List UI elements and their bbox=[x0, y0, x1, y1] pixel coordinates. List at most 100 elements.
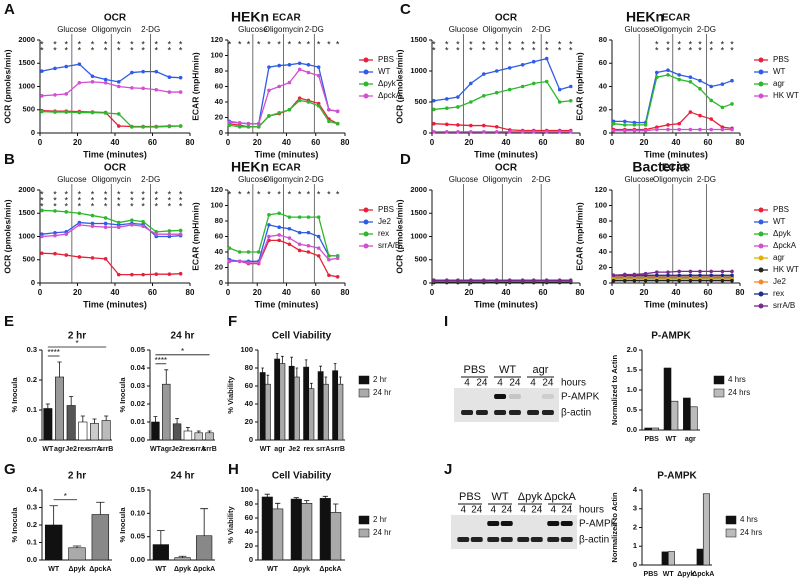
x-tick-label: Je2 bbox=[171, 446, 183, 453]
point bbox=[666, 270, 670, 274]
event-label: Oligomycin bbox=[91, 175, 131, 184]
point bbox=[257, 250, 261, 254]
error-bar bbox=[290, 357, 293, 366]
point bbox=[130, 218, 134, 222]
point bbox=[677, 73, 681, 77]
significance-star: * bbox=[238, 189, 242, 199]
x-tick-label: 20 bbox=[253, 138, 262, 147]
y-tick-label: 2 bbox=[633, 522, 637, 531]
panel-heading: HEKn bbox=[626, 9, 664, 25]
point bbox=[288, 63, 292, 67]
point bbox=[267, 213, 271, 217]
y-axis-title: ECAR (mpH/min) bbox=[574, 202, 584, 271]
panel-label: A bbox=[4, 1, 15, 18]
x-tick-label: agr bbox=[274, 446, 285, 453]
point bbox=[336, 110, 340, 114]
y-tick-label: 1 bbox=[633, 541, 637, 550]
x-axis-title: Time (minutes) bbox=[644, 299, 708, 309]
error-bar bbox=[276, 354, 279, 359]
bar bbox=[69, 548, 86, 560]
point bbox=[655, 270, 659, 274]
point bbox=[698, 128, 702, 132]
y-tick-label: 40 bbox=[599, 247, 607, 256]
point bbox=[612, 279, 616, 283]
point bbox=[238, 260, 242, 264]
legend-label: agr bbox=[773, 79, 785, 88]
legend-label: 24 hr bbox=[373, 388, 392, 397]
bar bbox=[320, 498, 330, 560]
chart-title: P-AMPK bbox=[657, 471, 697, 482]
y-tick-label: 80 bbox=[245, 499, 253, 508]
x-tick-label: WT bbox=[663, 571, 675, 578]
y-tick-label: 0 bbox=[633, 560, 637, 569]
point bbox=[53, 93, 57, 97]
legend-label: 4 hrs bbox=[728, 375, 746, 384]
significance-star: * bbox=[64, 201, 68, 211]
hour-label: 4 bbox=[530, 378, 536, 389]
band bbox=[487, 537, 499, 542]
band-label: β-actin bbox=[579, 535, 609, 546]
legend-swatch bbox=[359, 389, 369, 397]
y-tick-label: 80 bbox=[215, 66, 223, 75]
point bbox=[644, 272, 648, 276]
point bbox=[698, 270, 702, 274]
point bbox=[482, 278, 486, 282]
x-tick-label: srrB bbox=[99, 446, 113, 453]
point bbox=[91, 224, 95, 228]
significance-star: * bbox=[288, 39, 292, 49]
error-bar bbox=[46, 404, 50, 409]
band-label: P-AMPK bbox=[561, 392, 600, 403]
point bbox=[288, 236, 292, 240]
event-label: 2-DG bbox=[532, 25, 551, 34]
significance-star: * bbox=[307, 189, 311, 199]
bar bbox=[273, 509, 283, 560]
legend-label: WT bbox=[378, 67, 391, 76]
point bbox=[677, 78, 681, 82]
error-bar bbox=[57, 362, 61, 377]
point bbox=[644, 129, 648, 133]
y-tick-label: 0.3 bbox=[27, 502, 37, 511]
legend-label: agr bbox=[773, 253, 785, 262]
point bbox=[545, 130, 549, 134]
band bbox=[471, 537, 483, 542]
x-tick-label: WT bbox=[48, 566, 60, 573]
point bbox=[247, 261, 251, 265]
x-tick-label: Δpyk bbox=[174, 566, 191, 573]
point bbox=[730, 102, 734, 106]
significance-star: * bbox=[327, 39, 331, 49]
significance-star: * bbox=[469, 45, 473, 55]
x-tick-label: Je2 bbox=[288, 446, 300, 453]
significance-star: * bbox=[277, 189, 281, 199]
y-tick-label: 20 bbox=[245, 541, 253, 550]
y-tick-label: 1.5 bbox=[627, 365, 637, 374]
legend-label: srrA/B bbox=[773, 301, 795, 310]
bar bbox=[668, 552, 674, 566]
legend-marker bbox=[759, 94, 764, 99]
point bbox=[495, 130, 499, 134]
error-bar bbox=[157, 531, 165, 545]
x-tick-label: srrB bbox=[331, 446, 345, 453]
bar bbox=[333, 371, 338, 440]
point bbox=[721, 270, 725, 274]
legend-label: 2 hr bbox=[373, 515, 387, 524]
bar bbox=[44, 409, 52, 441]
x-tick-label: 80 bbox=[341, 138, 350, 147]
point bbox=[730, 273, 734, 277]
y-tick-label: 1000 bbox=[410, 231, 427, 240]
chart-title: Cell Viability bbox=[272, 331, 332, 342]
y-tick-label: 0.00 bbox=[130, 555, 145, 564]
point bbox=[168, 90, 172, 94]
point bbox=[432, 99, 436, 103]
event-label: Glucose bbox=[625, 175, 655, 184]
point bbox=[277, 64, 281, 68]
y-tick-label: 1000 bbox=[18, 231, 35, 240]
y-tick-label: 1500 bbox=[410, 35, 427, 44]
point bbox=[508, 130, 512, 134]
legend-label: rex bbox=[378, 229, 389, 238]
point bbox=[730, 270, 734, 274]
error-bar bbox=[69, 397, 73, 406]
significance-star: * bbox=[117, 201, 121, 211]
legend-marker bbox=[759, 220, 764, 225]
hour-label: 24 bbox=[471, 505, 483, 516]
hour-label: 4 bbox=[520, 505, 526, 516]
